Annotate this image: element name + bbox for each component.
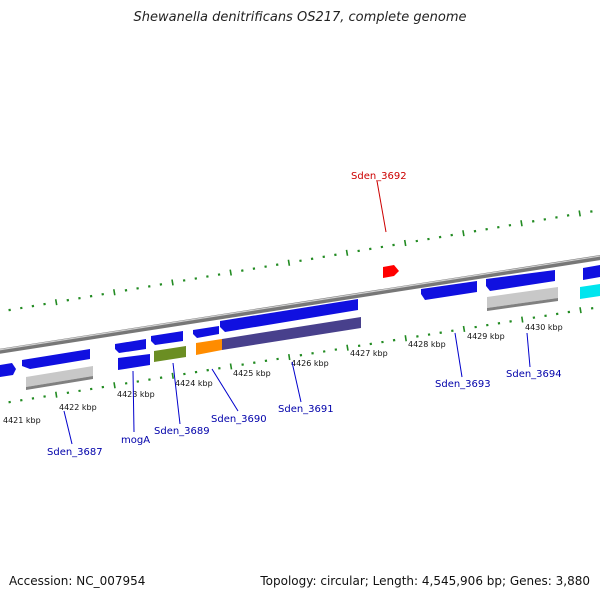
scale-label: 4422 kbp	[59, 403, 97, 412]
leader-line	[172, 362, 181, 425]
major-tick	[54, 299, 58, 306]
leader-line	[132, 370, 135, 433]
forward-genes	[0, 265, 600, 377]
gene-feature[interactable]	[583, 265, 600, 280]
major-tick	[403, 239, 407, 247]
major-tick	[113, 382, 116, 389]
leader-line	[211, 368, 239, 412]
gene-feature[interactable]	[154, 346, 186, 362]
gene-feature[interactable]	[22, 349, 90, 369]
gene-label-moga[interactable]: mogA	[121, 435, 150, 446]
scale-label: 4427 kbp	[350, 349, 388, 358]
major-tick	[113, 289, 116, 296]
major-tick	[171, 372, 174, 379]
inner-features	[26, 284, 600, 390]
pseudo-feature-edge	[26, 376, 93, 390]
gene-feature[interactable]	[220, 299, 358, 332]
leader-line	[454, 332, 463, 378]
gene-labels: Sden_3687 mogA Sden_3689 Sden_3690 Sden_…	[47, 171, 562, 458]
pseudo-feature[interactable]	[26, 366, 93, 387]
scale-label: 4430 kbp	[525, 323, 563, 332]
pseudo-feature-edge	[487, 298, 558, 311]
gene-feature[interactable]	[151, 331, 183, 345]
gene-feature[interactable]	[115, 339, 146, 353]
gene-feature-highlighted[interactable]	[383, 265, 399, 278]
scale-label: 4425 kbp	[233, 369, 271, 378]
gene-label-sden3690[interactable]: Sden_3690	[211, 414, 267, 425]
major-tick	[578, 210, 581, 217]
inner-tick-track	[8, 307, 594, 404]
gene-feature[interactable]	[580, 284, 600, 299]
gene-feature[interactable]	[196, 339, 222, 355]
gene-label-sden3691[interactable]: Sden_3691	[278, 404, 334, 415]
leader-line	[526, 332, 531, 368]
major-tick	[521, 316, 524, 323]
pseudo-feature[interactable]	[487, 287, 558, 308]
major-tick	[579, 307, 582, 314]
scale-label: 4423 kbp	[117, 390, 155, 399]
major-tick	[462, 230, 465, 237]
major-tick	[171, 279, 174, 286]
gene-label-sden3692[interactable]: Sden_3692	[351, 171, 407, 182]
leader-line	[291, 361, 302, 403]
major-tick	[520, 220, 523, 227]
genome-summary-text: Topology: circular; Length: 4,545,906 bp…	[260, 574, 590, 588]
leader-line	[63, 410, 73, 445]
gene-feature[interactable]	[193, 326, 219, 338]
gene-label-sden3687[interactable]: Sden_3687	[47, 447, 103, 458]
scale-label: 4426 kbp	[291, 359, 329, 368]
genome-backbone-highlight	[0, 255, 600, 351]
scale-labels: 4421 kbp 4422 kbp 4423 kbp 4424 kbp 4425…	[3, 323, 563, 425]
accession-text: Accession: NC_007954	[9, 574, 146, 588]
major-tick	[346, 344, 349, 351]
genome-backbone	[0, 255, 600, 354]
scale-label: 4421 kbp	[3, 416, 41, 425]
major-tick	[229, 363, 233, 370]
major-tick	[229, 269, 232, 276]
major-tick	[404, 335, 407, 342]
major-tick	[287, 259, 291, 266]
gene-label-sden3693[interactable]: Sden_3693	[435, 379, 491, 390]
scale-label: 4428 kbp	[408, 340, 446, 349]
scale-label: 4429 kbp	[467, 332, 505, 341]
gene-feature[interactable]	[222, 317, 361, 350]
scale-label: 4424 kbp	[175, 379, 213, 388]
major-tick	[288, 353, 291, 361]
major-tick	[462, 325, 466, 333]
label-leaders	[63, 180, 531, 445]
gene-feature[interactable]	[421, 281, 477, 300]
gene-label-sden3694[interactable]: Sden_3694	[506, 369, 562, 380]
gene-label-sden3689[interactable]: Sden_3689	[154, 426, 210, 437]
major-tick	[345, 249, 349, 256]
outer-tick-track	[8, 210, 593, 312]
major-tick	[55, 391, 58, 398]
leader-line	[376, 180, 387, 233]
gene-feature[interactable]	[0, 363, 16, 377]
genome-title: Shewanella denitrificans OS217, complete…	[133, 10, 467, 25]
gene-feature[interactable]	[118, 354, 150, 370]
gene-feature[interactable]	[486, 270, 555, 291]
